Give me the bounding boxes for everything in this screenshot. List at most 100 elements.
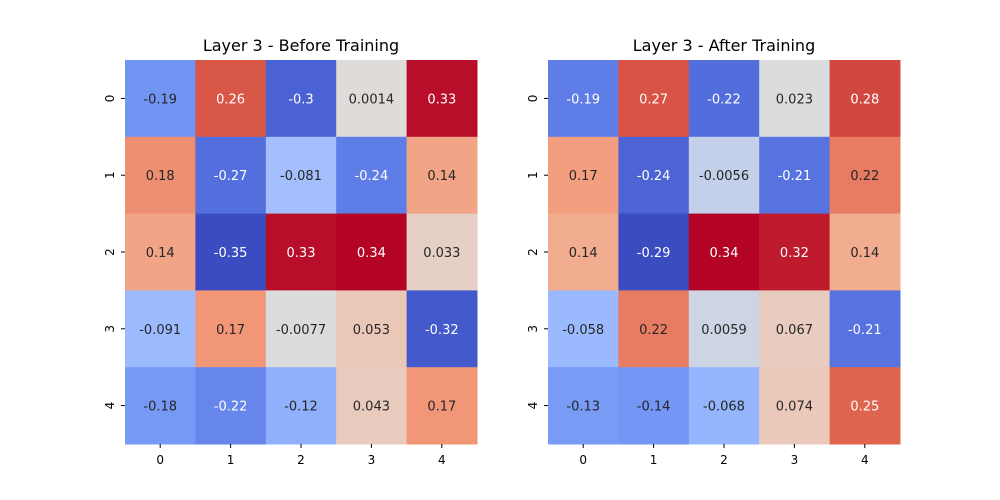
cell-value-label: 0.14	[569, 246, 598, 261]
cell-value-label: 0.28	[850, 92, 879, 107]
x-tick-label: 0	[579, 453, 587, 467]
cell-value-label: -0.24	[637, 169, 671, 184]
cell-value-label: 0.25	[850, 400, 879, 415]
x-tick-label: 0	[156, 453, 164, 467]
heatmap-cell	[336, 60, 408, 138]
cell-value-label: 0.023	[776, 92, 813, 107]
heatmap-cell	[548, 290, 619, 368]
heatmap-cell	[265, 367, 337, 445]
y-tick-label: 2	[526, 248, 540, 256]
heatmap-cell	[265, 290, 337, 368]
y-tick-label: 2	[103, 248, 117, 256]
y-tick-label: 3	[103, 325, 117, 333]
heatmap-cell	[125, 213, 196, 291]
y-tick-label: 4	[103, 402, 117, 410]
chart-title: Layer 3 - Before Training	[203, 36, 399, 55]
heatmap-cell	[336, 367, 408, 445]
heatmap-cell	[618, 213, 690, 291]
heatmap-cell	[125, 367, 196, 445]
heatmap-cell	[829, 136, 901, 215]
cell-value-label: -0.24	[355, 169, 389, 184]
heatmap-cell	[688, 290, 760, 368]
heatmap-panel-after: Layer 3 - After Training -0.19 0.27 -0.22 0.…	[526, 36, 901, 467]
heatmap-cell	[618, 290, 690, 368]
cell-value-label: -0.22	[707, 92, 741, 107]
cell-value-label: -0.18	[143, 400, 177, 415]
heatmap-cell	[336, 290, 408, 368]
heatmap-cell	[406, 60, 478, 138]
cell-value-label: -0.13	[566, 400, 600, 415]
heatmap-cell	[618, 367, 690, 445]
cell-value-label: -0.3	[288, 92, 313, 107]
cell-value-label: 0.17	[427, 400, 456, 415]
heatmap-cell	[759, 367, 831, 445]
cell-value-label: -0.32	[425, 323, 459, 338]
heatmap-cell	[336, 136, 408, 215]
cell-value-label: 0.34	[710, 246, 739, 261]
heatmap-cell	[406, 136, 478, 215]
heatmap-cell	[195, 136, 267, 215]
chart-title: Layer 3 - After Training	[633, 36, 815, 55]
x-tick-label: 1	[227, 453, 235, 467]
cell-value-label: -0.081	[280, 169, 322, 184]
heatmap-cell	[688, 136, 760, 215]
heatmap-cell	[195, 367, 267, 445]
cell-value-label: 0.33	[287, 246, 316, 261]
cell-value-label: -0.058	[562, 323, 604, 338]
heatmap-cell	[759, 60, 831, 138]
x-tick-label: 4	[438, 453, 446, 467]
cell-value-label: -0.21	[778, 169, 812, 184]
cell-value-label: 0.0014	[349, 92, 395, 107]
cell-value-label: -0.14	[637, 400, 671, 415]
y-tick-label: 0	[103, 95, 117, 103]
heatmap-cell	[406, 213, 478, 291]
x-tick-label: 4	[861, 453, 869, 467]
heatmap-cell	[548, 136, 619, 215]
cell-value-label: 0.067	[776, 323, 813, 338]
cell-value-label: 0.074	[776, 400, 813, 415]
cell-value-label: 0.17	[216, 323, 245, 338]
heatmap-cell	[829, 60, 901, 138]
heatmap-cell	[829, 290, 901, 368]
cell-value-label: -0.091	[139, 323, 181, 338]
heatmap-cell	[829, 367, 901, 445]
cell-value-label: -0.0056	[699, 169, 749, 184]
heatmap-cell	[125, 136, 196, 215]
cell-value-label: 0.32	[780, 246, 809, 261]
heatmap-cell	[548, 367, 619, 445]
cell-value-label: -0.27	[214, 169, 248, 184]
cell-value-label: 0.33	[427, 92, 456, 107]
cell-value-label: -0.19	[143, 92, 177, 107]
y-tick-label: 1	[103, 171, 117, 179]
heatmap-cell	[406, 290, 478, 368]
x-tick-label: 2	[297, 453, 305, 467]
x-tick-label: 2	[720, 453, 728, 467]
cell-value-label: 0.0059	[701, 323, 747, 338]
cell-value-label: 0.14	[427, 169, 456, 184]
cell-value-label: -0.22	[214, 400, 248, 415]
cell-value-label: 0.27	[639, 92, 668, 107]
y-tick-label: 3	[526, 325, 540, 333]
cell-value-label: -0.068	[703, 400, 745, 415]
heatmap-cell	[548, 60, 619, 138]
cell-value-label: -0.35	[214, 246, 248, 261]
cell-value-label: 0.34	[357, 246, 386, 261]
heatmap-panel-before: Layer 3 - Before Training -0.19 0.26 -0.3 0.…	[103, 36, 478, 467]
heatmap-cell	[618, 60, 690, 138]
heatmap-cell	[759, 136, 831, 215]
y-tick-label: 4	[526, 402, 540, 410]
heatmap-cell	[688, 367, 760, 445]
cell-value-label: -0.29	[637, 246, 671, 261]
x-tick-label: 3	[791, 453, 799, 467]
heatmap-cell	[125, 290, 196, 368]
y-tick-label: 0	[526, 95, 540, 103]
heatmap-cell	[688, 213, 760, 291]
cell-value-label: 0.053	[353, 323, 390, 338]
heatmap-cell	[195, 213, 267, 291]
heatmap-cell	[688, 60, 760, 138]
cell-value-label: 0.22	[639, 323, 668, 338]
heatmap-cell	[829, 213, 901, 291]
heatmap-cell	[548, 213, 619, 291]
cell-value-label: 0.043	[353, 400, 390, 415]
